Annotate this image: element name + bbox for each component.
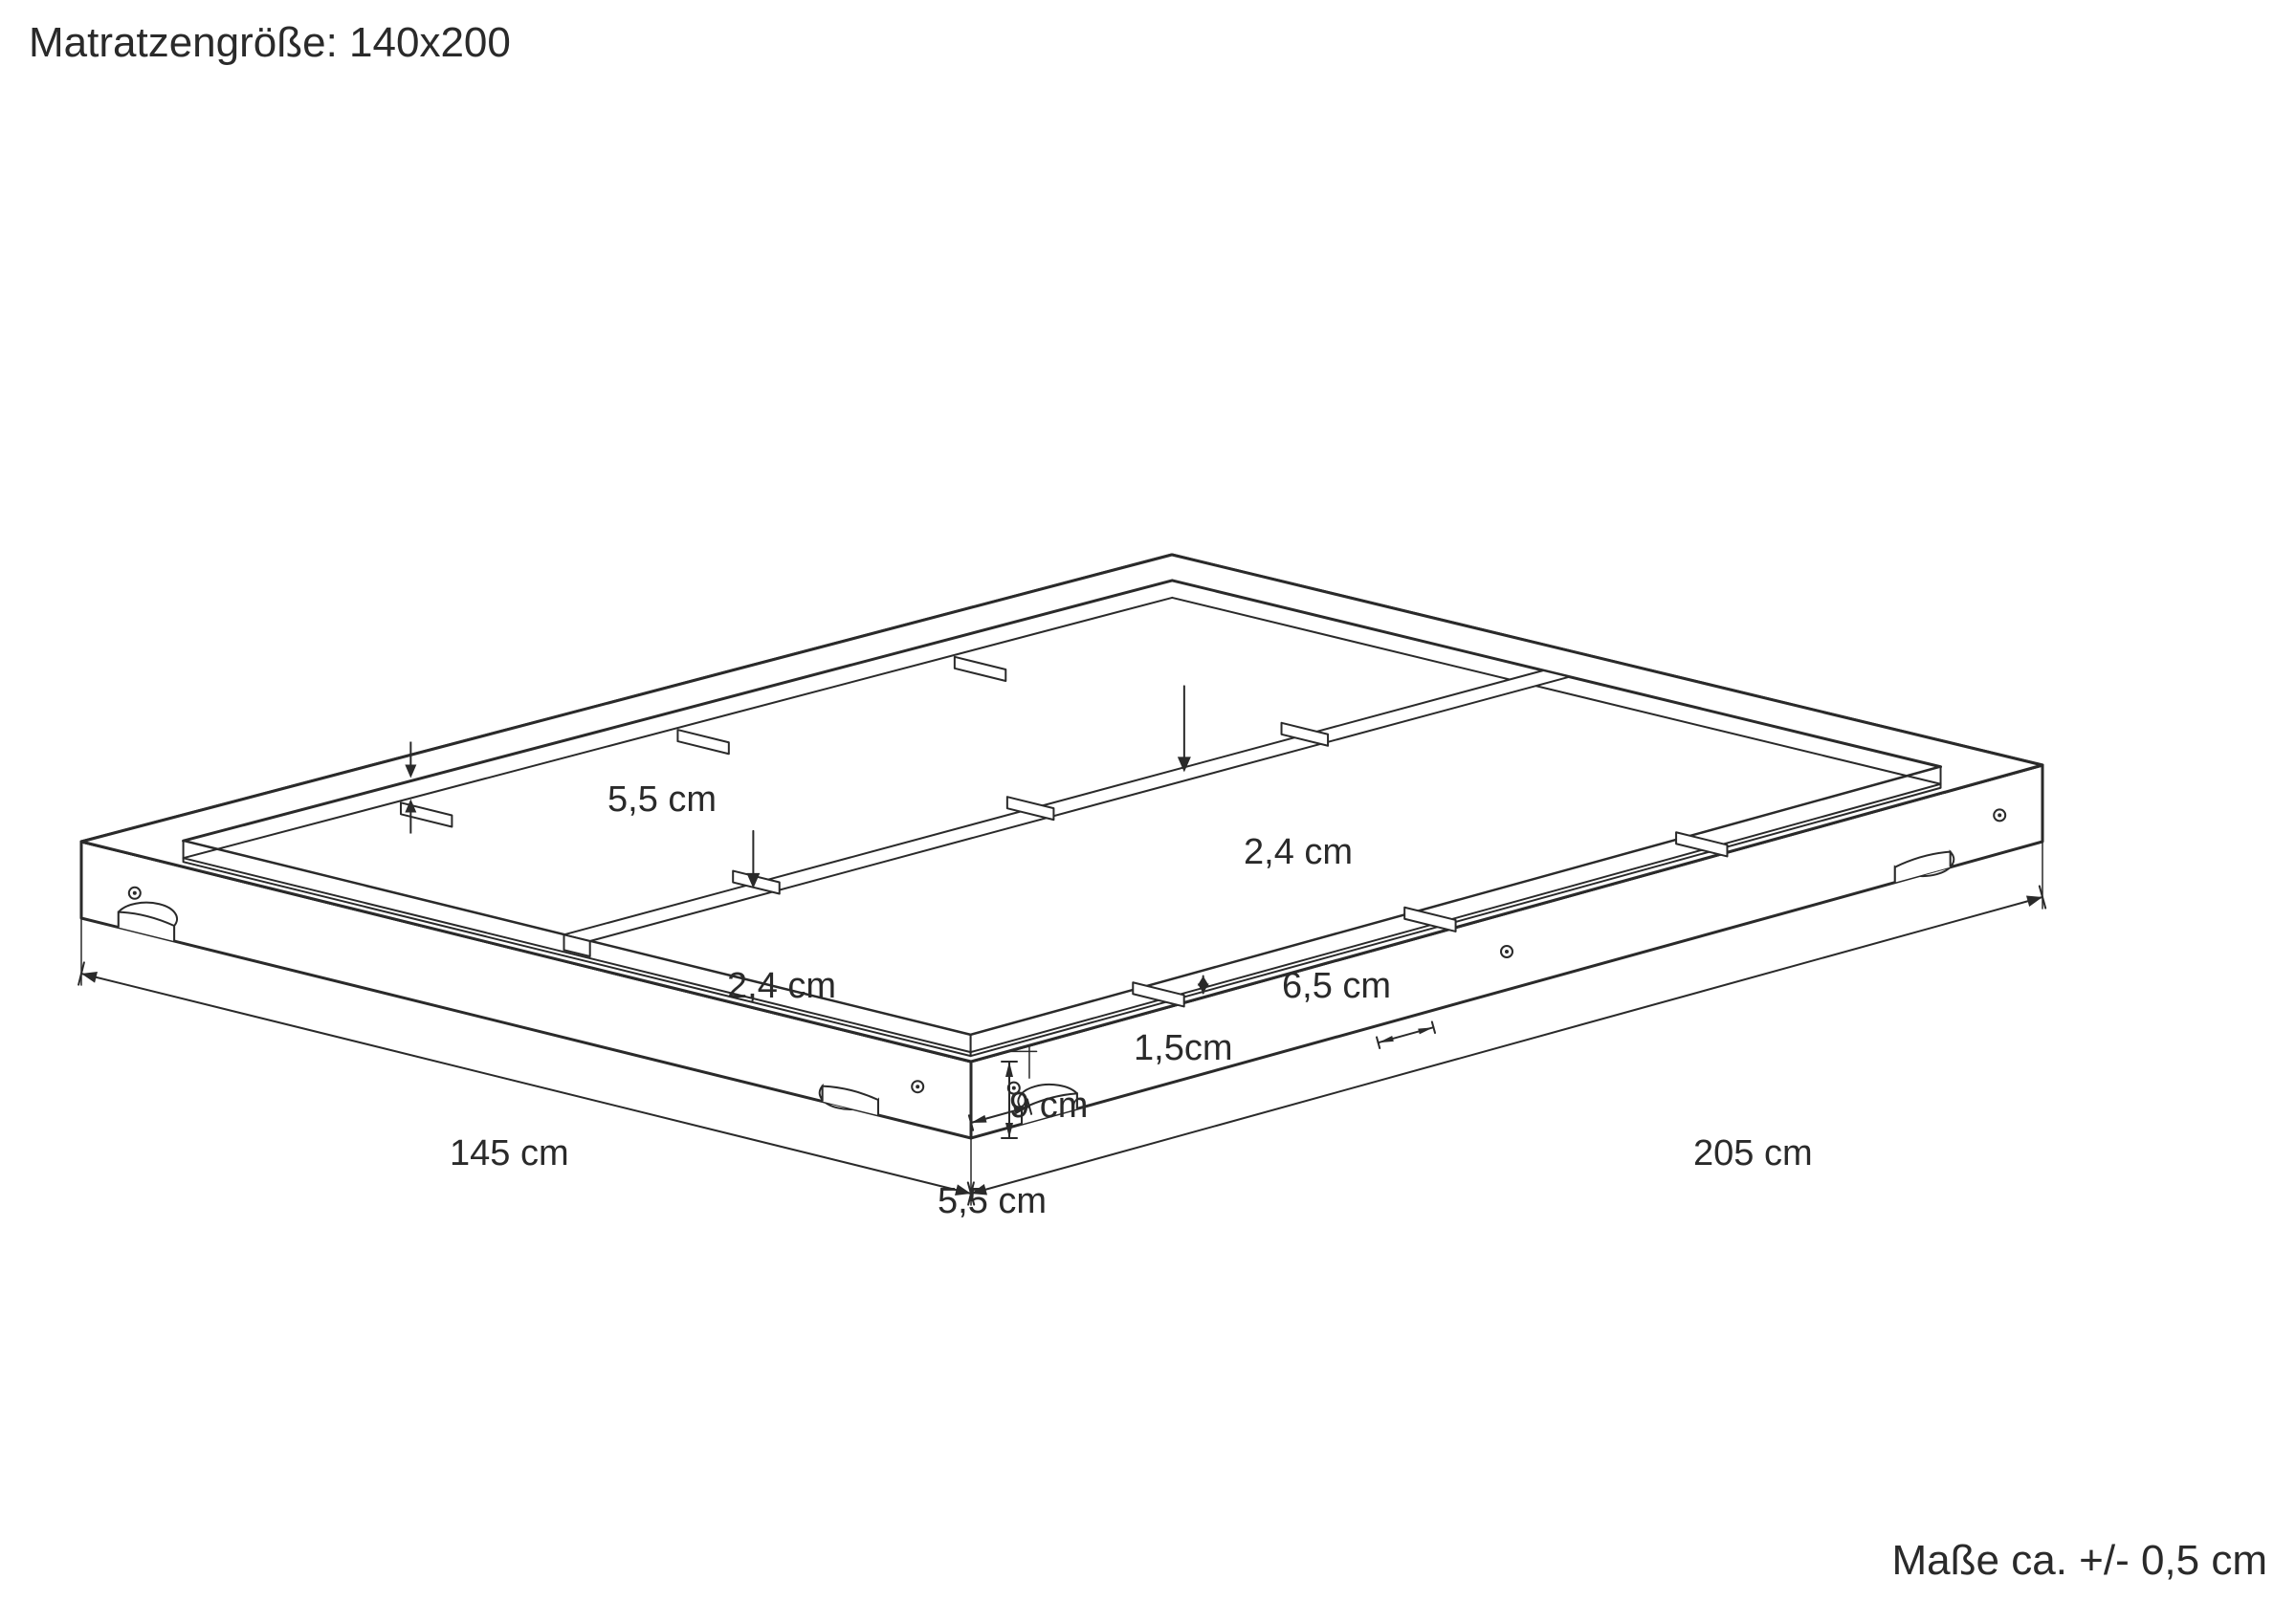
dim-label-length: 205 cm [1693,1133,1813,1174]
dim-label-leg_notch: 6,5 cm [1282,966,1391,1007]
dim-label-width: 145 cm [450,1133,569,1174]
dim-label-height: 9 cm [1009,1086,1088,1127]
dim-label-center_beam_2: 2,4 cm [1244,832,1353,873]
dim-label-center_beam_1: 2,4 cm [727,966,836,1007]
dim-label-board_thickness_back: 5,5 cm [607,779,717,821]
diagram-svg [0,0,2296,1623]
dim-label-rail_gap: 1,5cm [1134,1028,1232,1069]
dim-label-board_thickness_front: 5,5 cm [938,1181,1047,1222]
